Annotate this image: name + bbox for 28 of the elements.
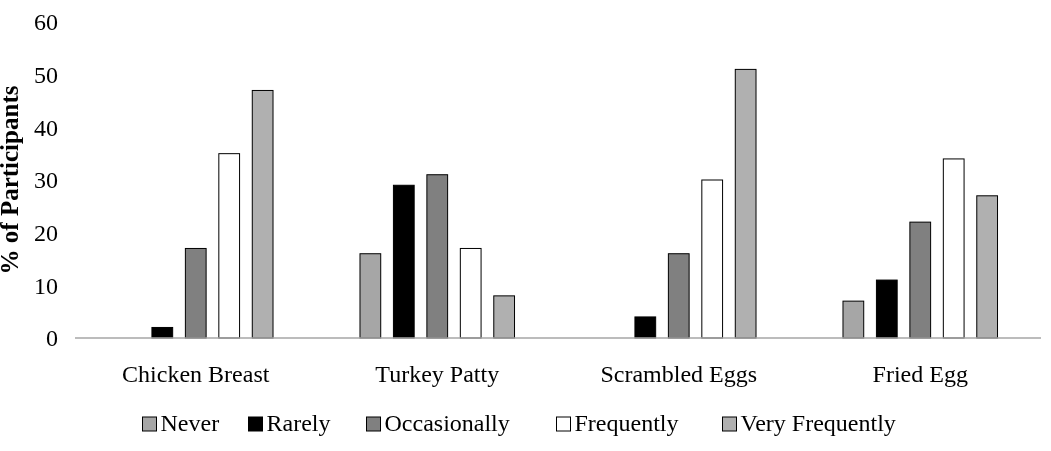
y-axis-title: % of Participants <box>0 85 23 275</box>
x-tick-label: Turkey Patty <box>375 361 500 387</box>
bar <box>392 184 415 339</box>
legend-label: Rarely <box>266 410 331 436</box>
bar <box>426 174 449 339</box>
bar <box>667 253 690 339</box>
legend-label: Frequently <box>574 410 679 436</box>
y-tick-label: 30 <box>34 167 58 194</box>
x-tick-label: Chicken Breast <box>122 361 270 387</box>
legend-label: Very Frequently <box>740 410 896 436</box>
bar <box>634 316 657 339</box>
bar <box>459 247 482 339</box>
legend-label: Never <box>160 410 220 436</box>
y-tick-label: 0 <box>46 325 58 352</box>
y-tick-label: 10 <box>34 272 58 299</box>
x-tick-label: Scrambled Eggs <box>600 361 758 387</box>
bar <box>184 247 207 339</box>
bar <box>942 158 965 339</box>
x-tick-label: Fried Egg <box>872 361 968 387</box>
bar <box>701 179 724 339</box>
y-tick-label: 50 <box>34 62 58 89</box>
y-tick-label: 60 <box>34 9 58 36</box>
y-tick-label: 40 <box>34 114 58 141</box>
y-tick-label: 20 <box>34 220 58 247</box>
bar <box>909 221 932 339</box>
bar <box>218 153 241 339</box>
bar <box>875 279 898 339</box>
legend-label: Occasionally <box>384 410 510 436</box>
